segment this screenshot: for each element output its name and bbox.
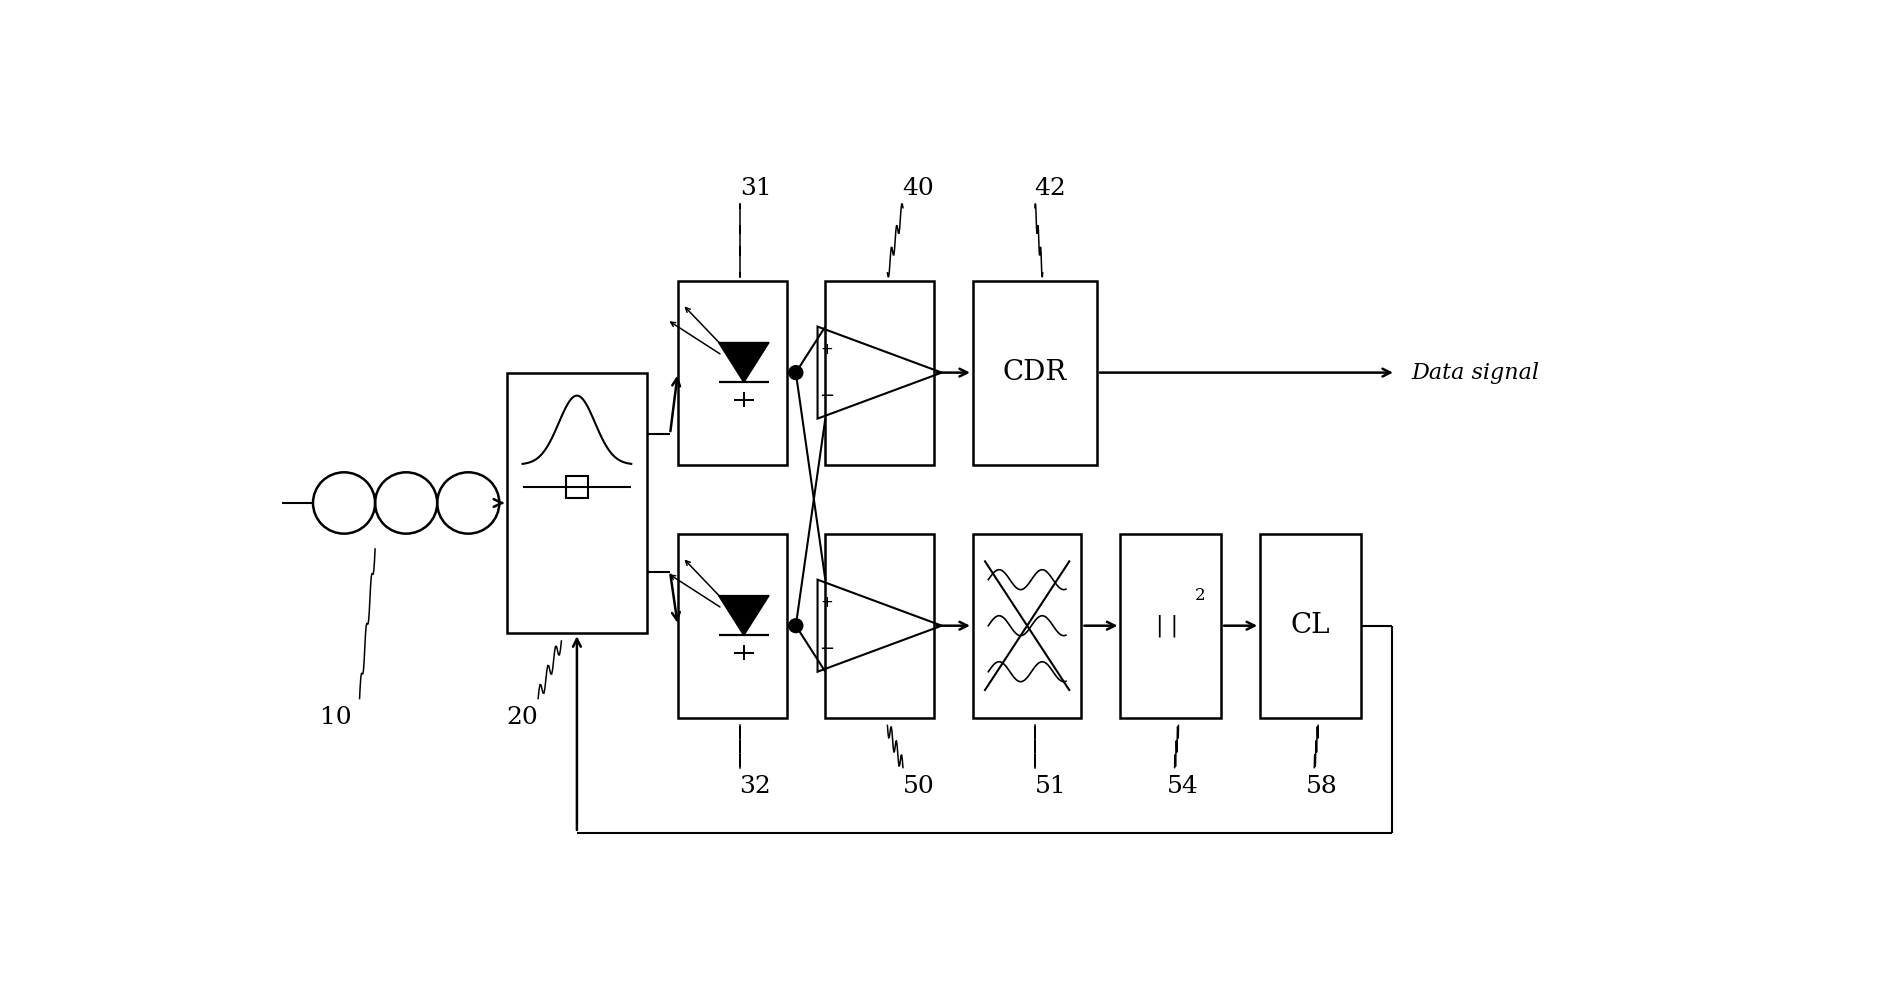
Text: −: −	[819, 386, 834, 405]
Text: 2: 2	[1195, 587, 1204, 604]
Bar	[566, 476, 587, 498]
Circle shape	[789, 366, 802, 379]
Text: 31: 31	[740, 177, 772, 200]
Text: 58: 58	[1306, 775, 1338, 798]
Bar	[824, 281, 933, 464]
Text: 42: 42	[1033, 177, 1065, 200]
Text: 32: 32	[740, 775, 772, 798]
Bar	[678, 281, 787, 464]
Text: Data signal: Data signal	[1412, 362, 1539, 383]
Text: | |: | |	[1156, 615, 1178, 636]
Text: −: −	[819, 640, 834, 658]
Bar	[506, 373, 646, 633]
Polygon shape	[719, 596, 768, 635]
Text: +: +	[821, 595, 834, 610]
Text: 50: 50	[901, 775, 933, 798]
Text: CDR: CDR	[1003, 360, 1067, 386]
Text: 10: 10	[320, 706, 352, 729]
Bar	[824, 534, 933, 718]
Text: 51: 51	[1033, 775, 1065, 798]
Bar	[1120, 534, 1221, 718]
Text: 20: 20	[506, 706, 538, 729]
Polygon shape	[719, 343, 768, 382]
Text: CL: CL	[1289, 613, 1329, 639]
Bar	[973, 534, 1080, 718]
Text: 54: 54	[1165, 775, 1197, 798]
Bar	[1259, 534, 1361, 718]
Circle shape	[789, 619, 802, 632]
Text: 40: 40	[901, 177, 933, 200]
Bar	[678, 534, 787, 718]
Bar	[973, 281, 1097, 464]
Text: +: +	[821, 342, 834, 357]
